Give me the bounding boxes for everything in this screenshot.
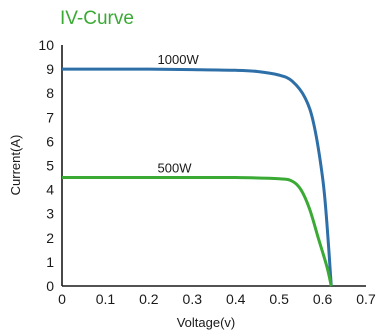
series-line-1000w bbox=[61, 67, 333, 287]
series-line-500w bbox=[61, 175, 333, 287]
x-tick-label: 0.7 bbox=[356, 291, 376, 307]
x-tick-labels: 0 0.1 0.2 0.3 0.4 0.5 0.6 0.7 bbox=[58, 291, 376, 307]
x-tick-label: 0 bbox=[58, 291, 66, 307]
x-tick-label: 0.1 bbox=[96, 291, 116, 307]
y-tick-label: 10 bbox=[38, 37, 54, 53]
y-tick-label: 7 bbox=[46, 109, 54, 125]
series-labels: 1000W 500W bbox=[158, 52, 200, 175]
x-axis-label: Voltage(v) bbox=[177, 315, 236, 330]
y-tick-label: 2 bbox=[46, 230, 54, 246]
y-tick-label: 9 bbox=[46, 61, 54, 77]
x-tick-label: 0.3 bbox=[183, 291, 203, 307]
x-tick-label: 0.6 bbox=[313, 291, 333, 307]
series-label: 500W bbox=[158, 161, 193, 176]
x-tick-label: 0.4 bbox=[226, 291, 246, 307]
y-tick-label: 5 bbox=[46, 158, 54, 174]
chart-title: IV-Curve bbox=[60, 8, 134, 29]
x-tick-label: 0.5 bbox=[269, 291, 289, 307]
series-label: 1000W bbox=[158, 52, 200, 67]
x-tick-label: 0.2 bbox=[139, 291, 159, 307]
y-tick-label: 8 bbox=[46, 85, 54, 101]
y-tick-label: 1 bbox=[46, 254, 54, 270]
axes bbox=[61, 45, 366, 287]
series-lines bbox=[61, 67, 333, 287]
y-tick-label: 6 bbox=[46, 133, 54, 149]
y-axis-label: Current(A) bbox=[8, 135, 23, 196]
y-tick-labels: 0 1 2 3 4 5 6 7 8 9 10 bbox=[38, 37, 54, 294]
y-tick-label: 0 bbox=[46, 278, 54, 294]
y-tick-label: 3 bbox=[46, 206, 54, 222]
y-tick-label: 4 bbox=[46, 182, 54, 198]
